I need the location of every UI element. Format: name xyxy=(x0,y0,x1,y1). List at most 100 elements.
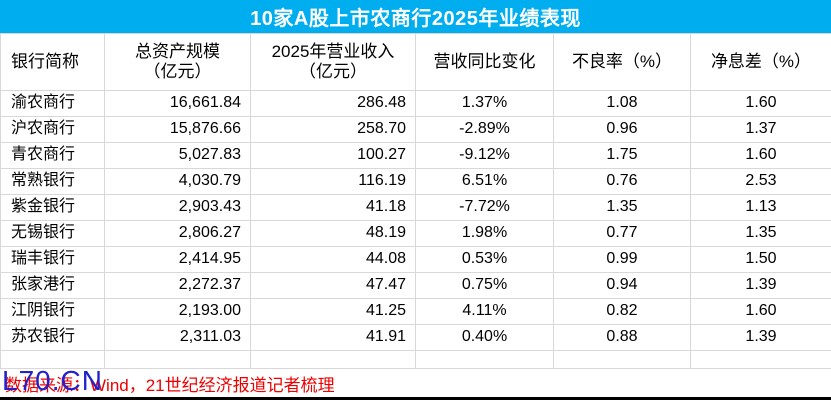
value-cell: -2.89% xyxy=(415,116,554,143)
bank-name-cell: 张家港行 xyxy=(0,272,105,299)
watermark-text: L70.CN xyxy=(2,365,103,396)
bank-name-cell: 江阴银行 xyxy=(0,298,105,325)
table-title-bar: 10家A股上市农商行2025年业绩表现 xyxy=(0,0,831,33)
value-cell: 15,876.66 xyxy=(104,116,251,143)
value-cell: 2.53 xyxy=(690,168,831,195)
column-header-bank: 银行简称 xyxy=(0,33,105,91)
value-cell: 6.51% xyxy=(415,168,554,195)
empty-cell xyxy=(104,350,251,369)
column-header-revenue: 2025年营业收入 （亿元） xyxy=(250,33,416,91)
value-cell: 1.98% xyxy=(415,220,554,247)
bank-name-cell: 常熟银行 xyxy=(0,168,105,195)
value-cell: 100.27 xyxy=(250,142,416,169)
value-cell: 47.47 xyxy=(250,272,416,299)
column-header-label: 不良率（%） xyxy=(571,52,673,72)
column-header-unit: （亿元） xyxy=(143,62,212,81)
value-cell: 2,806.27 xyxy=(104,220,251,247)
bank-name-cell: 紫金银行 xyxy=(0,194,105,221)
table-body: 渝农商行 16,661.84 286.48 1.37% 1.08 1.60 沪农商行 15,8… xyxy=(0,90,831,351)
column-header-total-assets: 总资产规模 （亿元） xyxy=(104,33,251,91)
value-cell: 1.60 xyxy=(690,90,831,117)
value-cell: 0.53% xyxy=(415,246,554,273)
value-cell: 41.25 xyxy=(250,298,416,325)
bottom-border-rule xyxy=(0,397,831,400)
empty-cell xyxy=(690,350,831,369)
bank-name-cell: 瑞丰银行 xyxy=(0,246,105,273)
data-source-text: 数据来源：Wind，21世纪经济报道记者梳理 xyxy=(5,376,335,395)
value-cell: 2,414.95 xyxy=(104,246,251,273)
bank-name-cell: 沪农商行 xyxy=(0,116,105,143)
bank-name-cell: 无锡银行 xyxy=(0,220,105,247)
value-cell: 41.91 xyxy=(250,324,416,351)
value-cell: 5,027.83 xyxy=(104,142,251,169)
value-cell: 1.37 xyxy=(690,116,831,143)
table-row: 苏农银行 2,311.03 41.91 0.40% 0.88 1.39 xyxy=(0,324,831,351)
value-cell: 1.39 xyxy=(690,272,831,299)
column-header-label: 2025年营业收入 xyxy=(271,42,395,62)
column-header-unit: （亿元） xyxy=(299,62,367,81)
value-cell: 1.50 xyxy=(690,246,831,273)
value-cell: 0.76 xyxy=(553,168,691,195)
value-cell: 4,030.79 xyxy=(104,168,251,195)
value-cell: 16,661.84 xyxy=(104,90,251,117)
value-cell: 116.19 xyxy=(250,168,416,195)
value-cell: 286.48 xyxy=(250,90,416,117)
table-row: 沪农商行 15,876.66 258.70 -2.89% 0.96 1.37 xyxy=(0,116,831,143)
table-row: 无锡银行 2,806.27 48.19 1.98% 0.77 1.35 xyxy=(0,220,831,247)
empty-cell xyxy=(250,350,416,369)
value-cell: 0.88 xyxy=(553,324,691,351)
table-row: 紫金银行 2,903.43 41.18 -7.72% 1.35 1.13 xyxy=(0,194,831,221)
value-cell: 2,193.00 xyxy=(104,298,251,325)
value-cell: 1.39 xyxy=(690,324,831,351)
value-cell: 1.35 xyxy=(553,194,691,221)
value-cell: 258.70 xyxy=(250,116,416,143)
value-cell: 0.77 xyxy=(553,220,691,247)
table-row: 江阴银行 2,193.00 41.25 4.11% 0.82 1.60 xyxy=(0,298,831,325)
banks-performance-table: 银行简称 总资产规模 （亿元） 2025年营业收入 （亿元） 营收同比变化 不良… xyxy=(0,33,831,369)
value-cell: 4.11% xyxy=(415,298,554,325)
value-cell: 1.60 xyxy=(690,298,831,325)
bank-name-cell: 渝农商行 xyxy=(0,90,105,117)
value-cell: 1.08 xyxy=(553,90,691,117)
value-cell: 0.75% xyxy=(415,272,554,299)
table-row: 青农商行 5,027.83 100.27 -9.12% 1.75 1.60 xyxy=(0,142,831,169)
value-cell: 41.18 xyxy=(250,194,416,221)
value-cell: 2,903.43 xyxy=(104,194,251,221)
column-header-label: 总资产规模 xyxy=(135,42,220,62)
table-header-row: 银行简称 总资产规模 （亿元） 2025年营业收入 （亿元） 营收同比变化 不良… xyxy=(0,33,831,91)
bank-name-cell: 青农商行 xyxy=(0,142,105,169)
value-cell: 0.96 xyxy=(553,116,691,143)
bank-name-cell: 苏农银行 xyxy=(0,324,105,351)
empty-cell xyxy=(415,350,554,369)
value-cell: 0.40% xyxy=(415,324,554,351)
value-cell: 1.37% xyxy=(415,90,554,117)
value-cell: -9.12% xyxy=(415,142,554,169)
empty-spacer-row xyxy=(0,350,831,369)
value-cell: 0.94 xyxy=(553,272,691,299)
table-row: 张家港行 2,272.37 47.47 0.75% 0.94 1.39 xyxy=(0,272,831,299)
column-header-nim: 净息差（%） xyxy=(690,33,831,91)
value-cell: 0.82 xyxy=(553,298,691,325)
column-header-label: 净息差（%） xyxy=(710,52,812,72)
value-cell: 0.99 xyxy=(553,246,691,273)
value-cell: 1.60 xyxy=(690,142,831,169)
table-row: 渝农商行 16,661.84 286.48 1.37% 1.08 1.60 xyxy=(0,90,831,117)
data-source-note: 数据来源：Wind，21世纪经济报道记者梳理 xyxy=(0,369,831,398)
value-cell: 1.13 xyxy=(690,194,831,221)
empty-cell xyxy=(553,350,691,369)
column-header-revenue-yoy: 营收同比变化 xyxy=(415,33,554,91)
table-row: 常熟银行 4,030.79 116.19 6.51% 0.76 2.53 xyxy=(0,168,831,195)
column-header-label: 营收同比变化 xyxy=(433,52,536,72)
value-cell: 2,272.37 xyxy=(104,272,251,299)
table-row: 瑞丰银行 2,414.95 44.08 0.53% 0.99 1.50 xyxy=(0,246,831,273)
value-cell: -7.72% xyxy=(415,194,554,221)
column-header-npl-ratio: 不良率（%） xyxy=(553,33,691,91)
value-cell: 44.08 xyxy=(250,246,416,273)
value-cell: 2,311.03 xyxy=(104,324,251,351)
value-cell: 1.75 xyxy=(553,142,691,169)
value-cell: 1.35 xyxy=(690,220,831,247)
table-title: 10家A股上市农商行2025年业绩表现 xyxy=(250,8,581,30)
value-cell: 48.19 xyxy=(250,220,416,247)
column-header-label: 银行简称 xyxy=(11,52,79,72)
